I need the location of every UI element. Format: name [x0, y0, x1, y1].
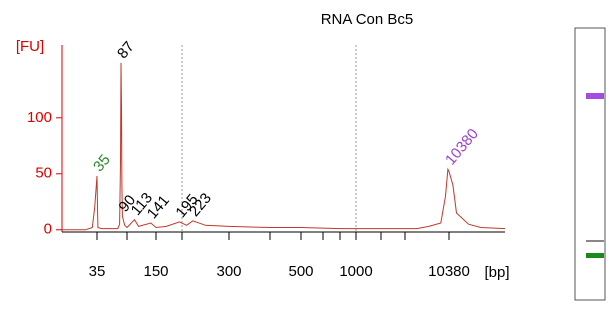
x-tick-label: 10380	[428, 263, 470, 280]
gel-band	[586, 93, 604, 99]
x-tick-label: 300	[216, 263, 241, 280]
chart-title: RNA Con Bc5	[321, 11, 414, 28]
gel-lane	[575, 28, 605, 300]
x-tick-label: 500	[288, 263, 313, 280]
y-tick-label: 100	[27, 109, 52, 126]
peak-label: 87	[114, 38, 138, 62]
y-tick-label: 0	[44, 221, 52, 238]
gel-band	[586, 240, 604, 242]
x-axis-label: [bp]	[484, 264, 509, 281]
y-tick-label: 50	[35, 165, 52, 182]
gel-frame	[575, 28, 605, 300]
x-tick-label: 1000	[339, 263, 372, 280]
y-axis-label: [FU]	[16, 38, 44, 55]
gel-band	[586, 253, 604, 258]
chart: RNA Con Bc5 [FU] [bp] 0 50 100 35 150 300 500 1…	[0, 0, 609, 307]
peak-label: 35	[90, 151, 114, 175]
x-tick-label: 150	[143, 263, 168, 280]
x-tick-label: 35	[89, 263, 106, 280]
peak-label: 10380	[442, 126, 482, 169]
